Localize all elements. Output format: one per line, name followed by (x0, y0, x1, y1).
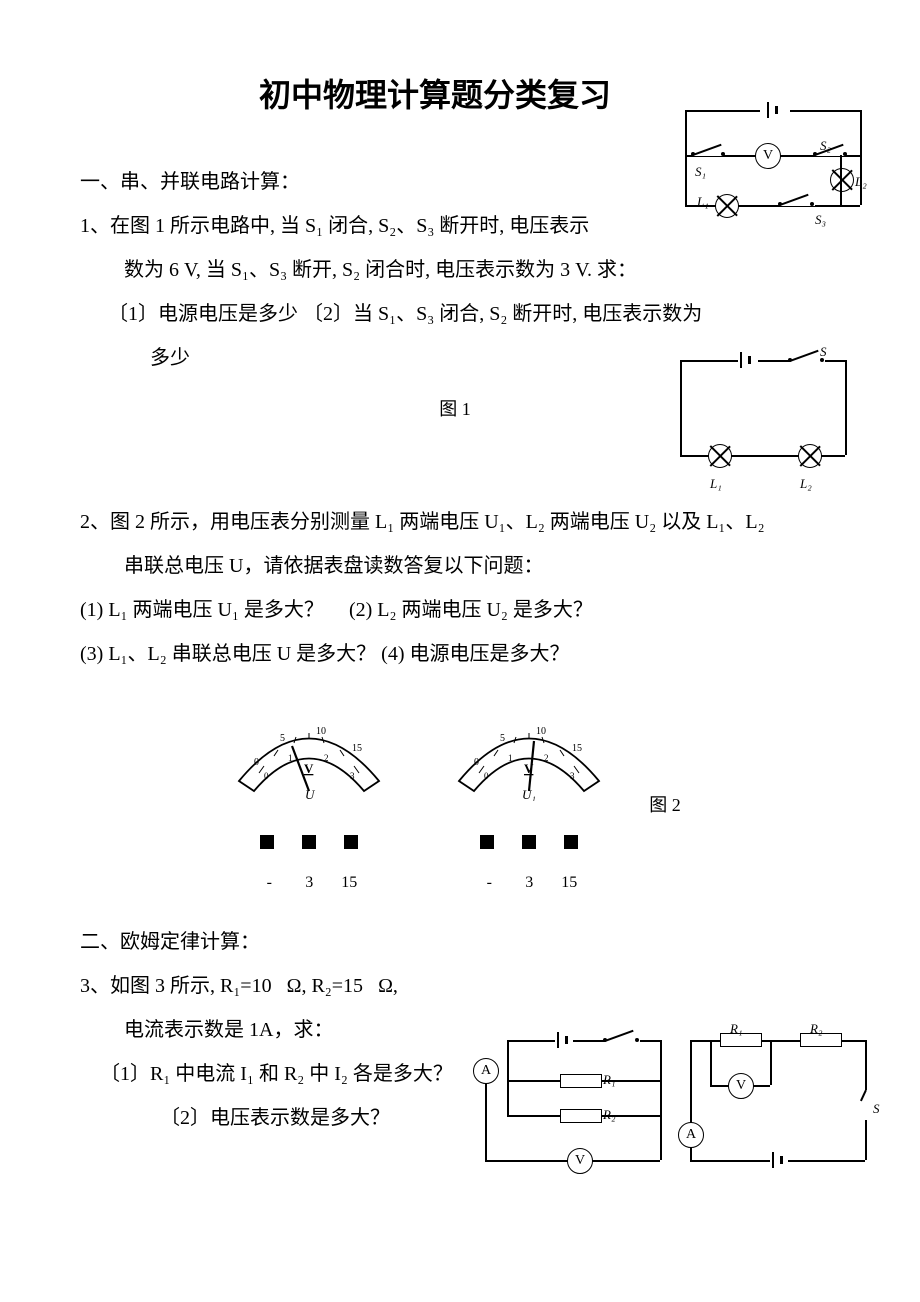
label-s1: S₁ (695, 158, 706, 187)
ammeter-icon: A (678, 1122, 704, 1148)
circuit-diagram-1: S₁ V S₂ L₁ L₂ S₃ (685, 110, 860, 205)
terminal-3: 3 (289, 865, 329, 900)
label-s3: S₃ (815, 206, 826, 235)
svg-text:15: 15 (572, 743, 582, 754)
q1-line2: 数为 6 V, 当 S₁、S₃ 断开, S₂ 闭合时, 电压表示数为 3 V. … (80, 248, 830, 292)
svg-text:3: 3 (570, 771, 575, 781)
voltmeter-left: 0 5 10 15 0 1 2 3 V U -315 (224, 711, 394, 900)
q2-parts-12: (1) L₁ 两端电压 U₁ 是多大？ (2) L₂ 两端电压 U₂ 是多大？ (80, 588, 830, 632)
q1-part1: 〔1〕电源电压是多少 〔2〕当 S₁、S₃ 闭合, S₂ 断开时, 电压表示数为 (80, 292, 830, 336)
svg-text:10: 10 (316, 726, 326, 737)
svg-text:U: U (305, 787, 316, 801)
terminal-3: 3 (509, 865, 549, 900)
label-s: S (820, 338, 827, 367)
svg-text:1: 1 (508, 753, 513, 763)
svg-text:V: V (524, 761, 534, 776)
figure-2-label: 图 2 (649, 786, 681, 826)
svg-text:3: 3 (350, 771, 355, 781)
voltmeter-icon: V (567, 1148, 593, 1174)
svg-text:10: 10 (536, 726, 546, 737)
circuit-diagram-4: R₁ R₂ V S A (690, 1040, 865, 1160)
label-l2: L₂ (800, 470, 812, 499)
voltmeter-icon: V (728, 1073, 754, 1099)
svg-text:0: 0 (474, 757, 479, 768)
label-s2: S₂ (820, 132, 831, 161)
svg-text:1: 1 (288, 753, 293, 763)
terminal-15: 15 (549, 865, 589, 900)
svg-text:5: 5 (500, 733, 505, 744)
q2-line2: 串联总电压 U，请依据表盘读数答复以下问题： (80, 544, 830, 588)
label-l1: L₁ (710, 470, 722, 499)
terminal-15: 15 (329, 865, 369, 900)
bulb-icon (830, 168, 854, 192)
label-s: S (873, 1095, 880, 1124)
voltmeter-panels: 0 5 10 15 0 1 2 3 V U -315 (60, 711, 830, 900)
resistor-r2 (560, 1109, 602, 1123)
bulb-icon (798, 444, 822, 468)
svg-text:V: V (304, 761, 314, 776)
svg-text:15: 15 (352, 743, 362, 754)
ammeter-icon: A (473, 1058, 499, 1084)
label-l2: L₂ (855, 168, 867, 197)
svg-text:2: 2 (324, 753, 329, 763)
voltmeter-icon: V (755, 143, 781, 169)
q3-line1: 3、如图 3 所示, R₁=10 Ω, R₂=15 Ω, (80, 964, 830, 1008)
label-l1: L₁ (697, 188, 709, 217)
section-heading-2: 二、欧姆定律计算： (80, 920, 830, 964)
svg-text:0: 0 (264, 771, 269, 781)
label-r1: R₁ (603, 1066, 615, 1095)
resistor-r1 (560, 1074, 602, 1088)
circuit-diagram-3: A R₁ R₂ V (485, 1040, 660, 1160)
label-r2: R₂ (810, 1015, 822, 1044)
q2-parts-34: (3) L₁、L₂ 串联总电压 U 是多大？ (4) 电源电压是多大？ (80, 632, 830, 676)
svg-text:0: 0 (254, 757, 259, 768)
terminal-minus: - (249, 865, 289, 900)
svg-text:0: 0 (484, 771, 489, 781)
voltmeter-right: 0 5 10 15 0 1 2 3 V U₁ -315 (444, 711, 614, 900)
q2-line1: 2、图 2 所示，用电压表分别测量 L₁ 两端电压 U₁、L₂ 两端电压 U₂ … (80, 500, 830, 544)
circuit-diagram-2: S L₁ L₂ (680, 360, 845, 455)
label-r2: R₂ (603, 1101, 615, 1130)
terminal-minus: - (469, 865, 509, 900)
bulb-icon (708, 444, 732, 468)
svg-text:2: 2 (544, 753, 549, 763)
bulb-icon (715, 194, 739, 218)
label-r1: R₁ (730, 1015, 742, 1044)
svg-text:U₁: U₁ (522, 787, 536, 801)
svg-text:5: 5 (280, 733, 285, 744)
